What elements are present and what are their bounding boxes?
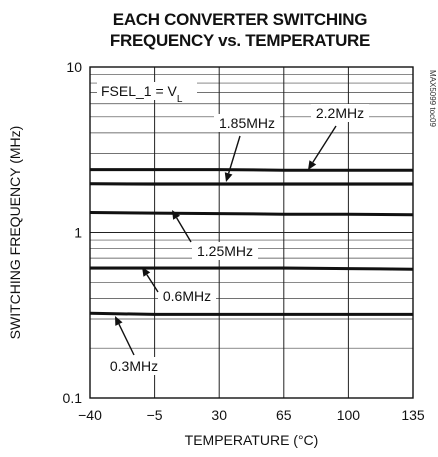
series-arrow-0p6mhz-line	[146, 274, 159, 293]
series-label-0p6mhz-bg	[158, 287, 216, 305]
series-label-1p25mhz: 1.25MHz	[197, 243, 253, 259]
y-axis-label: SWITCHING FREQUENCY (MHz)	[7, 126, 23, 340]
series-label-0p3mhz-bg	[105, 357, 163, 375]
y-tick-label: 0.1	[63, 390, 83, 406]
series-line	[89, 311, 413, 316]
series-label-1p85mhz-bg	[214, 114, 280, 132]
x-axis-label: TEMPERATURE (°C)	[185, 432, 319, 448]
series-label-2p2mhz-bg	[311, 104, 369, 122]
series-arrow-0p6mhz-head	[142, 267, 151, 277]
series-arrow-0p3mhz-head	[115, 316, 123, 326]
series-label-1p25mhz-bg	[192, 242, 258, 260]
series-label-0p6mhz: 0.6MHz	[163, 288, 211, 304]
series-arrow-1p85mhz-head	[224, 172, 233, 182]
side-code-bg	[422, 67, 434, 137]
x-tick-label: 100	[337, 407, 361, 423]
x-tick-label: −40	[78, 407, 102, 423]
x-tick-label: −5	[147, 407, 163, 423]
x-tick-label: 30	[211, 407, 227, 423]
side-code: MAX5099 toc09	[428, 70, 437, 127]
condition-label-subscript: L	[177, 94, 183, 105]
chart-title-line2: FREQUENCY vs. TEMPERATURE	[109, 31, 371, 50]
series-line	[90, 266, 414, 271]
y-tick-label: 1	[74, 225, 82, 241]
series-arrow-1p25mhz-line	[175, 217, 192, 243]
chart-title-line1: EACH CONVERTER SWITCHING	[112, 10, 368, 29]
series-label-2p2mhz: 2.2MHz	[316, 105, 364, 121]
series-line	[89, 211, 414, 217]
series-line	[90, 168, 413, 172]
series-arrow-2p2mhz-line	[312, 125, 337, 163]
series-arrow-2p2mhz-head	[308, 160, 317, 170]
plot-frame	[89, 66, 414, 399]
condition-label: FSEL_1 = VL	[101, 83, 183, 105]
series-arrow-1p25mhz-head	[172, 210, 181, 220]
series-label-1p85mhz: 1.85MHz	[219, 115, 275, 131]
x-tick-label: 65	[276, 407, 292, 423]
series-arrow-0p3mhz-line	[118, 323, 135, 356]
series-label-0p3mhz: 0.3MHz	[110, 358, 158, 374]
x-tick-label: 135	[401, 407, 425, 423]
condition-label-bg	[97, 82, 197, 100]
series-arrow-1p85mhz-line	[227, 135, 241, 174]
y-tick-label: 10	[66, 59, 82, 75]
